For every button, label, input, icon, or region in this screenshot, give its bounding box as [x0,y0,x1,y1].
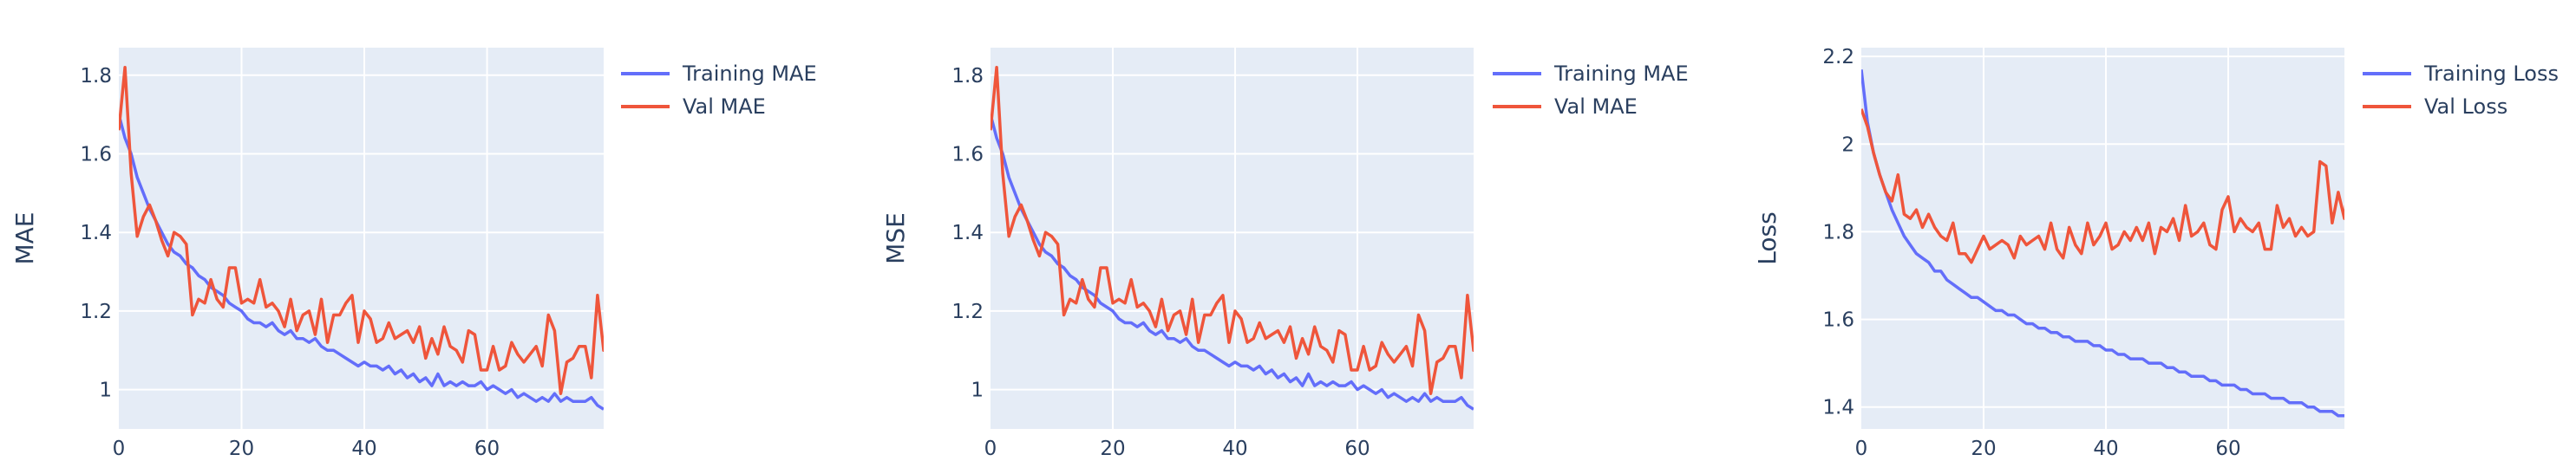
series-line-val-loss [1861,108,2344,264]
y-axis-title: Loss [1753,211,1782,264]
x-tick-label: 60 [1344,438,1370,458]
y-tick-label: 1.6 [1822,309,1854,332]
y-tick-label: 1.4 [80,222,112,244]
legend-label: Training Loss [2423,62,2559,86]
y-tick-label: 1.6 [80,143,112,166]
x-tick-label: 40 [351,438,376,458]
legend-label: Val Loss [2424,94,2507,119]
y-tick-label: 1.4 [951,222,984,244]
y-axis-title: MAE [10,211,39,264]
y-tick-label: 1 [99,380,112,402]
x-tick-label: 20 [1100,438,1125,458]
series-line-val-mae [991,65,1474,395]
subplot-loss: 1.4 1.6 1.8 2 2.2 0 20 40 60 Loss Training Loss Val… [1753,46,2559,460]
legend-label: Training MAE [1553,62,1689,86]
legend-item-training-mae[interactable]: Training MAE [621,62,817,86]
y-tick-label: 1.2 [80,301,112,323]
legend-item-training-mae[interactable]: Training MAE [1493,62,1689,86]
x-tick-label: 40 [2093,438,2118,458]
x-tick-label: 60 [2215,438,2240,458]
y-tick-label: 1.6 [951,143,984,166]
x-tick-label: 0 [113,438,126,458]
legend-item-val-mae[interactable]: Val MAE [621,94,766,119]
subplot-mae: 1 1.2 1.4 1.6 1.8 0 20 40 60 MAE Training MAE Val M… [10,48,817,460]
series-line-val-mae [119,65,604,395]
y-tick-label: 1.4 [1822,397,1854,419]
series-line-training-loss [1861,69,2344,418]
legend-item-val-mae[interactable]: Val MAE [1493,94,1638,119]
plot-area-background [991,48,1474,429]
x-tick-label: 20 [229,438,254,458]
y-tick-label: 2 [1841,133,1854,156]
y-tick-label: 2.2 [1822,46,1854,68]
legend-label: Val MAE [683,94,766,119]
legend-label: Val MAE [1554,94,1638,119]
y-axis-title: MSE [881,212,910,264]
x-tick-label: 60 [474,438,500,458]
legend[interactable]: Training MAE Val MAE [1493,62,1689,119]
y-tick-label: 1.8 [80,65,112,88]
legend[interactable]: Training Loss Val Loss [2363,62,2559,119]
legend-item-val-loss[interactable]: Val Loss [2363,94,2507,119]
x-tick-label: 40 [1222,438,1247,458]
series-line-training-mae [119,114,604,411]
legend[interactable]: Training MAE Val MAE [621,62,817,119]
x-tick-label: 20 [1971,438,1996,458]
x-tick-label: 0 [984,438,997,458]
legend-label: Training MAE [682,62,817,86]
y-tick-label: 1 [971,380,984,402]
y-tick-label: 1.2 [951,301,984,323]
legend-item-training-loss[interactable]: Training Loss [2363,62,2559,86]
subplot-mse: 1 1.2 1.4 1.6 1.8 0 20 40 60 MSE Training MAE Val M… [881,48,1689,460]
y-tick-label: 1.8 [1822,221,1854,243]
plot-area-background [119,48,604,429]
y-tick-label: 1.8 [951,65,984,88]
series-line-training-mae [991,114,1474,411]
x-tick-label: 0 [1855,438,1868,458]
